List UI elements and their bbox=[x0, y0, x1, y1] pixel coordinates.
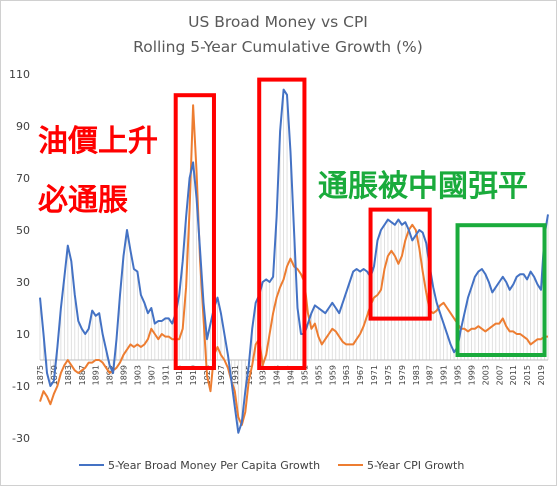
legend: 5-Year Broad Money Per Capita Growth 5-Y… bbox=[79, 459, 464, 472]
x-tick-label: 1999 bbox=[467, 365, 476, 385]
x-tick-label: 1951 bbox=[300, 365, 309, 385]
highlight-box bbox=[455, 223, 547, 357]
y-tick-label: -30 bbox=[12, 432, 30, 445]
highlight-box bbox=[368, 207, 432, 321]
y-tick-label: 70 bbox=[16, 172, 30, 185]
x-tick-label: 2011 bbox=[509, 365, 518, 385]
x-tick-label: 1903 bbox=[133, 365, 142, 385]
x-tick-label: 1987 bbox=[426, 365, 435, 385]
y-tick-label: 90 bbox=[16, 120, 30, 133]
x-tick-label: 1907 bbox=[147, 365, 156, 385]
x-tick-label: 1955 bbox=[314, 365, 323, 385]
x-tick-label: 1967 bbox=[356, 365, 365, 385]
x-tick-label: 1927 bbox=[217, 365, 226, 385]
x-tick-label: 1895 bbox=[106, 365, 115, 385]
y-tick-label: 30 bbox=[16, 276, 30, 289]
annotation-china-offset: 通脹被中國弭平 bbox=[318, 169, 528, 204]
y-axis: -30 -10 10 30 50 70 90 110 bbox=[9, 68, 30, 445]
series-line-money bbox=[39, 88, 549, 434]
x-tick-label: 1875 bbox=[36, 365, 45, 385]
highlight-box bbox=[257, 77, 307, 370]
x-tick-label: 1991 bbox=[440, 365, 449, 385]
chart-subtitle: Rolling 5-Year Cumulative Growth (%) bbox=[133, 38, 423, 56]
highlight-boxes bbox=[173, 77, 547, 370]
y-tick-label: -10 bbox=[12, 380, 30, 393]
x-tick-label: 1979 bbox=[398, 365, 407, 385]
series-line-cpi bbox=[39, 104, 548, 426]
legend-label-cpi: 5-Year CPI Growth bbox=[367, 459, 464, 472]
x-tick-label: 1959 bbox=[328, 365, 337, 385]
x-tick-label: 2019 bbox=[537, 365, 546, 385]
legend-label-money: 5-Year Broad Money Per Capita Growth bbox=[108, 459, 320, 472]
x-tick-label: 2015 bbox=[523, 365, 532, 385]
x-tick-label: 1971 bbox=[370, 365, 379, 385]
x-tick-label: 1911 bbox=[161, 365, 170, 385]
x-tick-label: 1887 bbox=[78, 365, 87, 385]
x-tick-label: 1975 bbox=[384, 365, 393, 385]
x-tick-label: 1891 bbox=[92, 365, 101, 385]
x-tick-label: 1947 bbox=[287, 365, 296, 385]
y-tick-label: 50 bbox=[16, 224, 30, 237]
x-tick-label: 2007 bbox=[495, 365, 504, 385]
annotation-must-inflate: 必通脹 bbox=[38, 183, 128, 218]
x-tick-label: 2003 bbox=[481, 365, 490, 385]
y-tick-label: 10 bbox=[16, 328, 30, 341]
x-tick-label: 1943 bbox=[273, 365, 282, 385]
x-tick-label: 1915 bbox=[175, 365, 184, 385]
annotation-oil-rise: 油價上升 bbox=[38, 124, 158, 159]
y-tick-label: 110 bbox=[9, 68, 30, 81]
series-lines bbox=[39, 88, 549, 434]
x-tick-label: 1883 bbox=[64, 365, 73, 385]
highlight-box bbox=[173, 93, 216, 370]
x-tick-label: 1963 bbox=[342, 365, 351, 385]
chart-title: US Broad Money vs CPI bbox=[188, 13, 368, 31]
x-tick-label: 1983 bbox=[412, 365, 421, 385]
x-tick-label: 1919 bbox=[189, 365, 198, 385]
x-tick-label: 1995 bbox=[454, 365, 463, 385]
x-tick-label: 1899 bbox=[120, 365, 129, 385]
x-tick-label: 1939 bbox=[259, 365, 268, 385]
x-tick-label: 1931 bbox=[231, 365, 240, 385]
